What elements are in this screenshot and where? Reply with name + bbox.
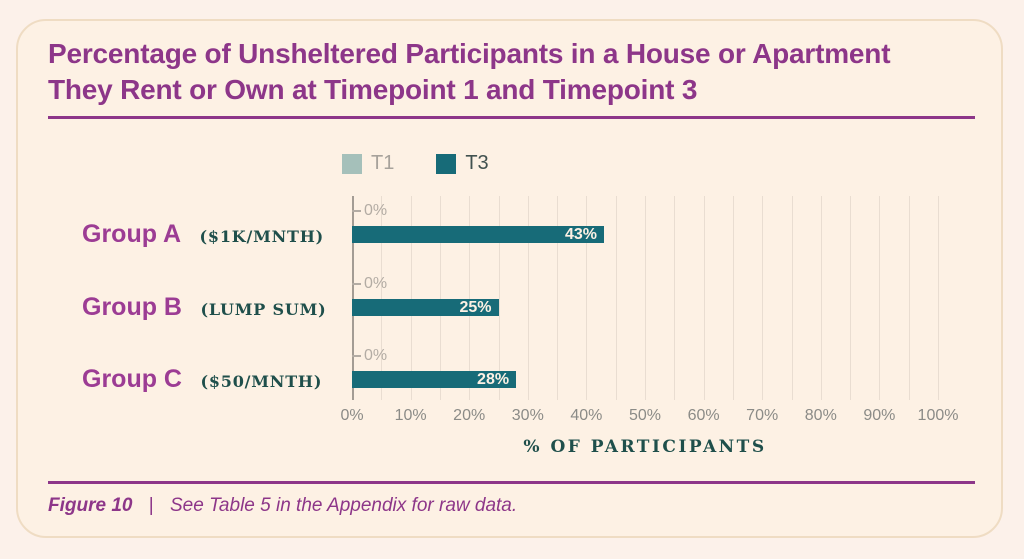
t3-swatch — [436, 153, 457, 174]
x-tick-label: 20% — [453, 407, 486, 424]
figure-number: Figure 10 — [48, 495, 133, 516]
legend-item-t3: T3 — [436, 152, 489, 175]
x-axis-title: % OF PARTICIPANTS — [523, 437, 767, 457]
plot-area: 0% 43% 0% 25% 0% 28% — [352, 196, 939, 400]
x-tick-label: 90% — [863, 407, 896, 424]
gridline — [879, 196, 881, 400]
x-tick-label: 100% — [917, 407, 959, 424]
legend-label-t1: T1 — [371, 152, 395, 174]
gridline — [527, 196, 529, 400]
gridline — [820, 196, 822, 400]
legend-label-t3: T3 — [465, 152, 489, 174]
t1-value-label: 0% — [364, 347, 388, 364]
category-label-group-c: Group C ($50/MNTH) — [82, 364, 322, 394]
gridline — [791, 196, 793, 400]
group-a-qualifier: ($1K/MNTH) — [199, 227, 325, 246]
t3-value-label: 43% — [564, 226, 597, 243]
t1-tick-dash — [352, 283, 361, 285]
caption-separator: | — [148, 495, 154, 516]
gridline — [498, 196, 500, 400]
t3-value-label: 25% — [459, 299, 492, 316]
gridline — [850, 196, 852, 400]
x-tick-label: 70% — [746, 407, 779, 424]
gridline — [586, 196, 588, 400]
group-c-qualifier: ($50/MNTH) — [200, 372, 323, 391]
title-divider — [48, 116, 975, 119]
gridline — [703, 196, 705, 400]
chart-title-line2: They Rent or Own at Timepoint 1 and Time… — [48, 74, 698, 105]
footer-divider — [48, 481, 975, 484]
t1-tick-dash — [352, 210, 361, 212]
group-b-name: Group B — [82, 293, 182, 321]
x-tick-label: 40% — [570, 407, 603, 424]
y-axis-line — [352, 196, 354, 400]
gridline — [615, 196, 617, 400]
figure-caption: Figure 10 | See Table 5 in the Appendix … — [48, 495, 517, 517]
caption-text: See Table 5 in the Appendix for raw data… — [169, 495, 518, 516]
x-tick-label: 10% — [394, 407, 427, 424]
figure-card — [16, 19, 1003, 538]
gridline — [381, 196, 383, 400]
t3-value-label: 28% — [477, 371, 510, 388]
t1-swatch — [342, 153, 362, 174]
gridline — [908, 196, 910, 400]
x-tick-label: 80% — [804, 407, 837, 424]
chart-title-line1: Percentage of Unsheltered Participants i… — [48, 38, 891, 69]
gridline — [410, 196, 412, 400]
gridline — [938, 196, 939, 400]
x-tick-label: 0% — [340, 407, 364, 424]
x-tick-label: 30% — [511, 407, 544, 424]
t1-tick-dash — [352, 355, 361, 357]
gridline — [557, 196, 559, 400]
gridline — [439, 196, 441, 400]
group-b-qualifier: (LUMP SUM) — [200, 300, 327, 319]
x-axis-ticks: 0% 10% 20% 30% 40% 50% 60% 70% 80% 90% 100% — [340, 406, 958, 426]
t3-bar-group-a: 43% — [352, 226, 604, 243]
chart-title: Percentage of Unsheltered Participants i… — [48, 36, 978, 108]
category-label-group-a: Group A ($1K/MNTH) — [82, 219, 324, 249]
group-a-name: Group A — [82, 220, 182, 248]
t1-value-label: 0% — [364, 275, 388, 292]
gridline — [762, 196, 764, 400]
x-tick-label: 50% — [628, 407, 662, 424]
category-label-group-b: Group B (LUMP SUM) — [82, 292, 326, 322]
gridline — [732, 196, 734, 400]
gridline — [674, 196, 676, 400]
group-c-name: Group C — [82, 365, 182, 393]
x-tick-label: 60% — [687, 407, 720, 424]
t1-value-label: 0% — [364, 202, 388, 219]
t3-bar-group-c: 28% — [352, 371, 517, 388]
legend: T1 T3 — [342, 152, 489, 175]
gridline — [645, 196, 646, 400]
legend-item-t1: T1 — [342, 152, 394, 175]
t3-bar-group-b: 25% — [352, 299, 499, 316]
gridline — [469, 196, 471, 400]
